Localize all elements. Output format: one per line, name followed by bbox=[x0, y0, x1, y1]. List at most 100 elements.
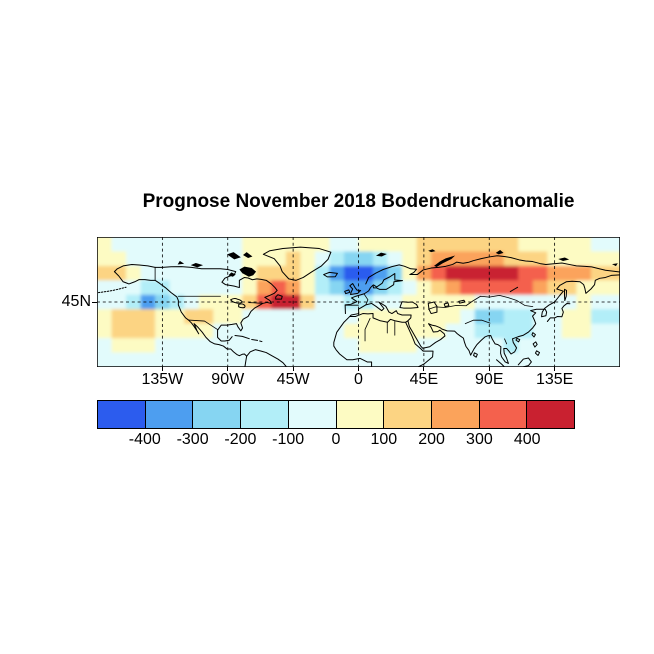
anomaly-cell bbox=[271, 251, 287, 267]
anomaly-cell bbox=[358, 309, 374, 325]
anomaly-cell bbox=[140, 352, 156, 367]
anomaly-cell bbox=[402, 352, 418, 367]
greenland-coast bbox=[263, 247, 331, 280]
black-sea bbox=[400, 302, 418, 308]
anomaly-cell bbox=[503, 280, 519, 296]
anomaly-cell bbox=[605, 280, 620, 296]
anomaly-cell bbox=[198, 237, 214, 253]
anomaly-cell bbox=[503, 265, 519, 281]
x-tick-label: 90E bbox=[475, 371, 504, 388]
anomaly-cell bbox=[532, 352, 549, 367]
anomaly-cell bbox=[474, 251, 490, 267]
anomaly-cell bbox=[431, 265, 447, 281]
anomaly-cell bbox=[184, 338, 200, 354]
caribbean-islands bbox=[235, 336, 262, 342]
anomaly-cell bbox=[518, 323, 534, 339]
colorbar-labels: -400 -300 -200 -100 0 100 200 300 400 bbox=[97, 431, 575, 449]
anomaly-cell bbox=[256, 338, 272, 354]
anomaly-cell bbox=[97, 352, 113, 367]
anomaly-cell bbox=[314, 309, 331, 325]
anomaly-cell bbox=[256, 352, 272, 367]
anomaly-cell bbox=[503, 352, 519, 367]
colorbar-cell bbox=[144, 401, 193, 428]
anomaly-cell bbox=[256, 294, 272, 310]
anomaly-cell bbox=[155, 251, 171, 267]
anomaly-cell bbox=[140, 251, 156, 267]
anomaly-cell bbox=[256, 251, 272, 267]
anomaly-cell bbox=[358, 265, 374, 281]
anomaly-cell bbox=[605, 251, 620, 267]
sakhalin bbox=[565, 289, 567, 300]
anomaly-cell bbox=[460, 280, 476, 296]
chart-title: Prognose November 2018 Bodendruckanomali… bbox=[142, 191, 575, 212]
anomaly-cell bbox=[111, 294, 127, 310]
anomaly-cell bbox=[373, 265, 389, 281]
anomaly-cell bbox=[576, 280, 592, 296]
anomaly-cell bbox=[402, 309, 418, 325]
anomaly-cell bbox=[300, 309, 316, 325]
anomaly-cell bbox=[97, 265, 113, 281]
colorbar-tick-label: 200 bbox=[418, 431, 445, 448]
anomaly-cell bbox=[460, 251, 476, 267]
anomaly-cell bbox=[474, 338, 490, 354]
ireland-coast bbox=[345, 290, 350, 294]
anomaly-cell bbox=[256, 237, 272, 253]
anomaly-cell bbox=[343, 294, 360, 310]
anomaly-cell bbox=[227, 237, 243, 253]
anomaly-cell bbox=[227, 309, 243, 325]
anomaly-cell bbox=[561, 323, 578, 339]
anomaly-cell bbox=[198, 251, 214, 267]
anomaly-cell bbox=[358, 280, 374, 296]
anomaly-cell bbox=[373, 280, 389, 296]
anomaly-cell bbox=[503, 323, 519, 339]
anomaly-cell bbox=[605, 237, 620, 253]
anomaly-cell bbox=[198, 338, 214, 354]
anomaly-cell bbox=[97, 237, 113, 253]
anomaly-cell bbox=[329, 338, 345, 354]
anomaly-cell bbox=[402, 237, 418, 253]
anomaly-cell bbox=[314, 280, 331, 296]
anomaly-cell bbox=[518, 251, 534, 267]
anomaly-cell bbox=[532, 309, 549, 325]
anomaly-cell bbox=[474, 352, 490, 367]
anomaly-cell bbox=[503, 237, 519, 253]
y-axis-tick bbox=[92, 301, 97, 303]
colorbar-tick-label: 0 bbox=[331, 431, 341, 448]
anomaly-cell bbox=[314, 352, 331, 367]
anomaly-cell bbox=[140, 294, 156, 310]
anomaly-cell bbox=[590, 237, 607, 253]
anomaly-cell bbox=[474, 323, 490, 339]
anomaly-cell bbox=[373, 323, 389, 339]
anomaly-cell bbox=[518, 237, 534, 253]
africa-west-coast bbox=[334, 316, 372, 367]
anomaly-cell bbox=[97, 251, 113, 267]
anomaly-cell bbox=[547, 280, 563, 296]
colorbar bbox=[97, 400, 575, 429]
iceland-coast bbox=[324, 272, 338, 276]
anomaly-cell bbox=[373, 352, 389, 367]
anomaly-cell bbox=[576, 338, 592, 354]
eurasia-south-coast bbox=[350, 275, 620, 364]
anomaly-cell bbox=[256, 280, 272, 296]
anomaly-cell bbox=[416, 280, 432, 296]
colorbar-cell bbox=[98, 401, 145, 428]
anomaly-cell bbox=[256, 323, 272, 339]
anomaly-cell bbox=[373, 294, 389, 310]
map-svg bbox=[97, 237, 620, 367]
anomaly-cell bbox=[402, 251, 418, 267]
anomaly-cell bbox=[271, 338, 287, 354]
anomaly-cell bbox=[561, 237, 578, 253]
anomaly-cell bbox=[605, 309, 620, 325]
anomaly-cell bbox=[561, 338, 578, 354]
anomaly-cell bbox=[460, 323, 476, 339]
anomaly-cell bbox=[503, 251, 519, 267]
arctic-archipelago-islands bbox=[177, 249, 618, 277]
anomaly-cell bbox=[198, 352, 214, 367]
anomaly-cell bbox=[285, 338, 302, 354]
anomaly-cell bbox=[140, 280, 156, 296]
anomaly-cell bbox=[387, 237, 403, 253]
anomaly-cell bbox=[576, 251, 592, 267]
anomaly-cell bbox=[314, 251, 331, 267]
anomaly-cell bbox=[590, 352, 607, 367]
